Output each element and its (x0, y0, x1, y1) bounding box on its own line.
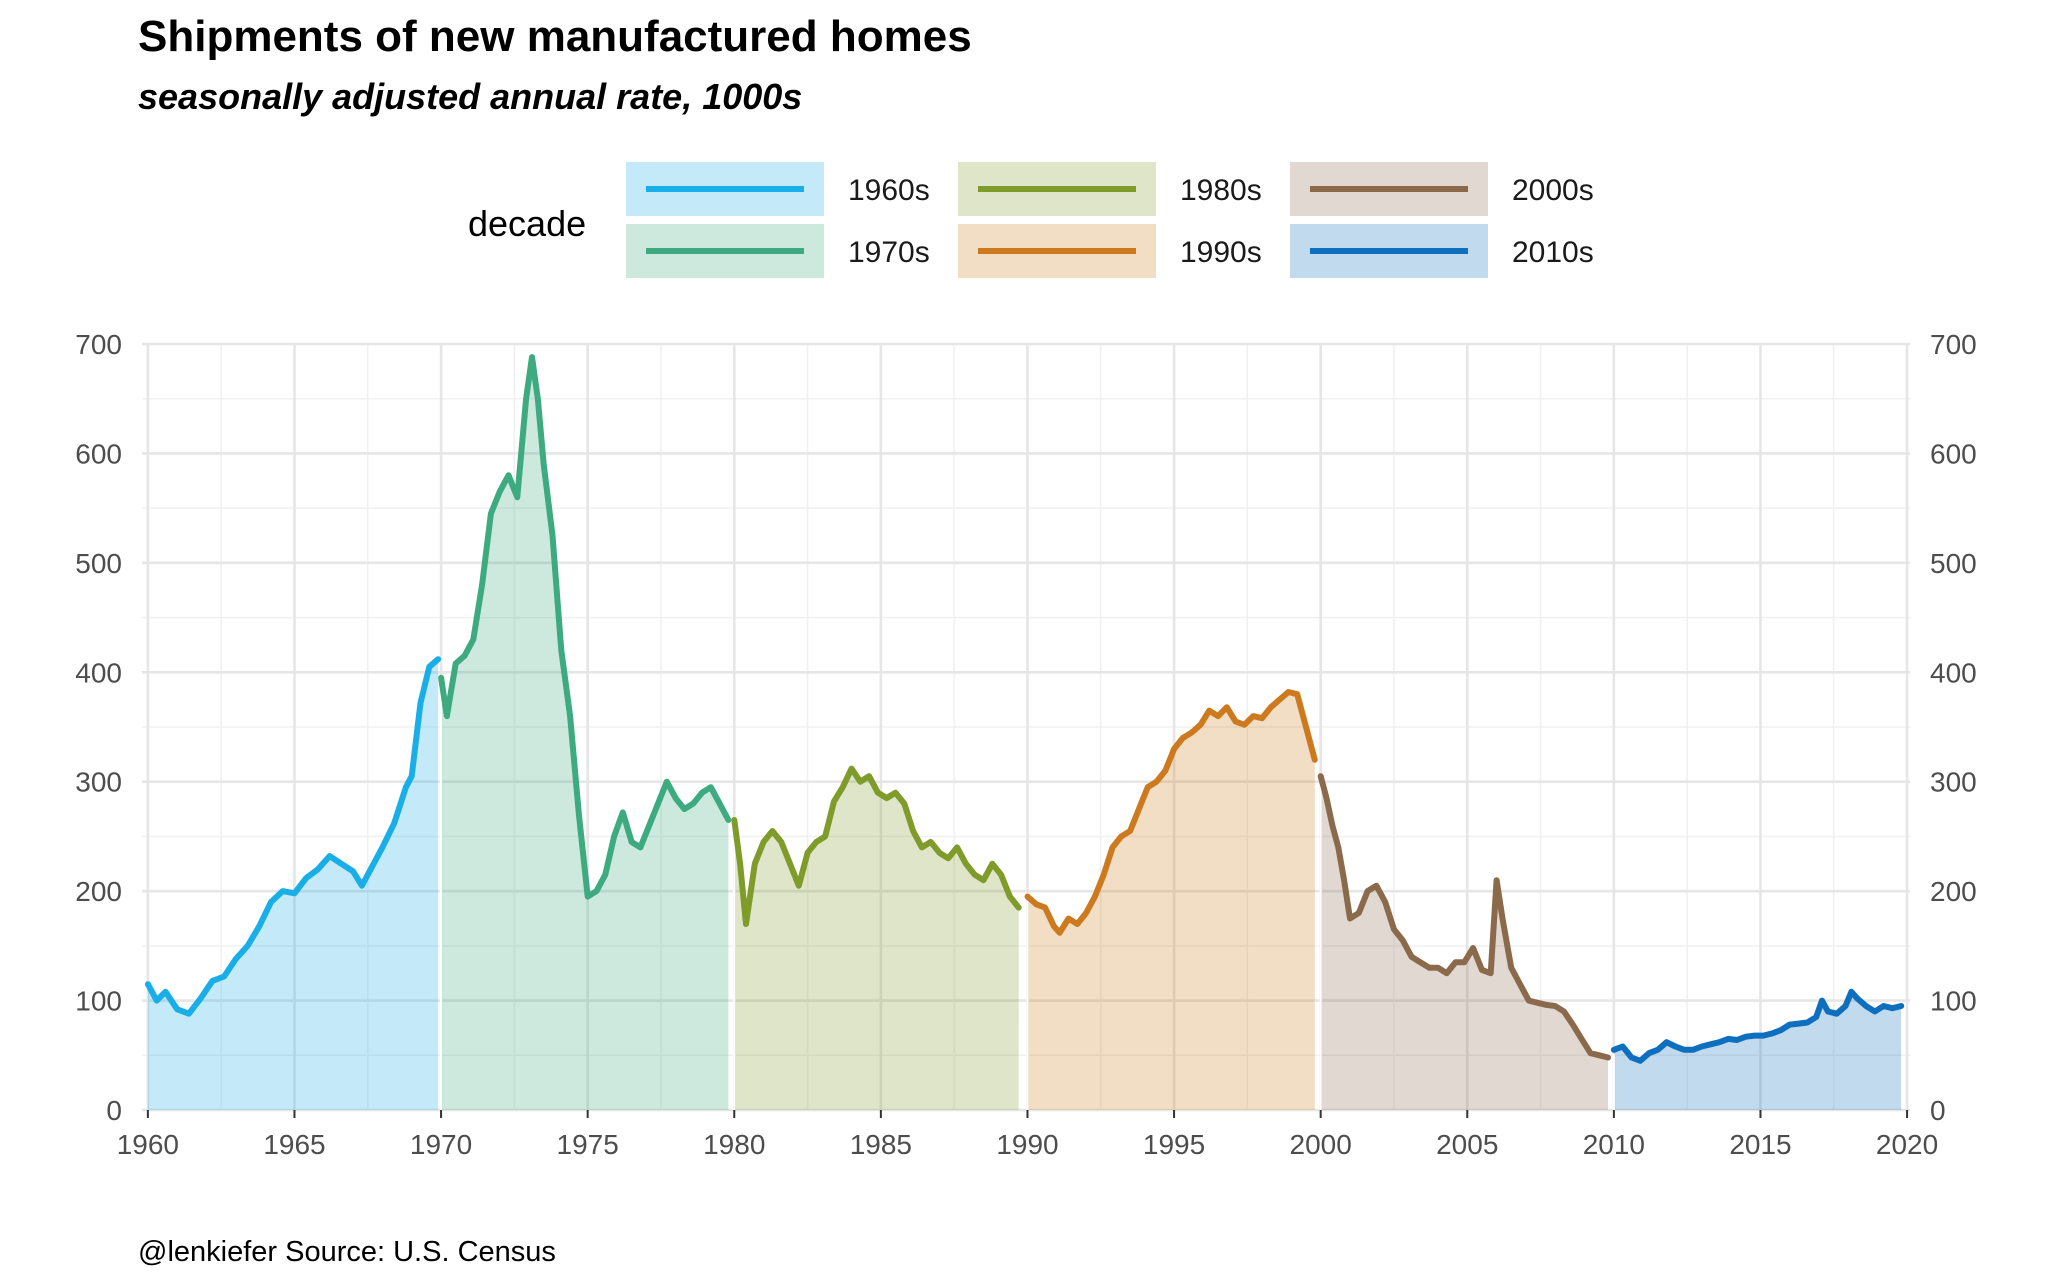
legend-item: 1990s (958, 224, 1262, 278)
y-tick-label-left: 500 (75, 548, 122, 579)
line-2000s (1317, 773, 1611, 1061)
legend-label: 2010s (1512, 236, 1594, 269)
x-tick-label: 2005 (1436, 1129, 1498, 1160)
y-tick-label-right: 100 (1930, 986, 1977, 1017)
x-tick-label: 1975 (557, 1129, 619, 1160)
legend-item: 2010s (1290, 224, 1594, 278)
y-tick-label-left: 600 (75, 438, 122, 469)
grid (142, 342, 1910, 1112)
x-tick-label: 2000 (1290, 1129, 1352, 1160)
y-tick-label-left: 700 (75, 329, 122, 360)
x-tick-label: 1980 (703, 1129, 765, 1160)
decade-boundaries (440, 681, 1615, 1110)
y-tick-label-left: 200 (75, 876, 122, 907)
area-1960s (147, 659, 439, 1110)
area-2000s (1320, 776, 1609, 1110)
y-tick-label-right: 300 (1930, 767, 1977, 798)
line-2010s (1610, 988, 1905, 1064)
y-tick-label-right: 500 (1930, 548, 1977, 579)
area-1970s (441, 357, 729, 1111)
series-lines (144, 354, 1905, 1064)
legend-item: 1980s (958, 162, 1262, 216)
legend-title: decade (468, 203, 586, 244)
x-tick-label: 1960 (117, 1129, 179, 1160)
chart-subtitle: seasonally adjusted annual rate, 1000s (138, 76, 803, 117)
legend-label: 2000s (1512, 174, 1594, 207)
legend: decade 1960s 1970s 1980s 1990s 2000s 2010s (468, 162, 1594, 278)
y-tick-label-right: 700 (1930, 329, 1977, 360)
line-1980s (731, 765, 1022, 927)
x-tick-label: 1990 (996, 1129, 1058, 1160)
axes: 0 0 100 100 200 200 300 300 400 400 500 500 600 600 70… (75, 329, 1976, 1160)
line-1990s (1024, 689, 1318, 936)
area-1990s (1027, 692, 1315, 1110)
line-1960s (144, 656, 442, 1017)
series-areas (147, 357, 1902, 1111)
y-tick-label-left: 300 (75, 767, 122, 798)
y-tick-label-left: 100 (75, 986, 122, 1017)
legend-item: 1960s (626, 162, 930, 216)
legend-item: 2000s (1290, 162, 1594, 216)
y-tick-label-left: 0 (106, 1095, 122, 1126)
legend-label: 1980s (1180, 174, 1262, 207)
y-tick-label-right: 600 (1930, 438, 1977, 469)
y-tick-label-left: 400 (75, 657, 122, 688)
x-tick-label: 2010 (1583, 1129, 1645, 1160)
x-tick-label: 1985 (850, 1129, 912, 1160)
y-tick-label-right: 0 (1930, 1095, 1946, 1126)
y-tick-label-right: 400 (1930, 657, 1977, 688)
x-tick-label: 1995 (1143, 1129, 1205, 1160)
area-1980s (734, 768, 1019, 1110)
y-tick-label-right: 200 (1930, 876, 1977, 907)
x-tick-label: 2015 (1729, 1129, 1791, 1160)
chart-caption: @lenkiefer Source: U.S. Census (138, 1236, 556, 1268)
x-tick-label: 1965 (263, 1129, 325, 1160)
chart-title: Shipments of new manufactured homes (138, 12, 972, 61)
x-tick-label: 2020 (1876, 1129, 1938, 1160)
legend-label: 1960s (848, 174, 930, 207)
legend-label: 1990s (1180, 236, 1262, 269)
x-tick-label: 1970 (410, 1129, 472, 1160)
area-2010s (1613, 991, 1902, 1110)
line-1970s (438, 354, 732, 900)
legend-label: 1970s (848, 236, 930, 269)
legend-item: 1970s (626, 224, 930, 278)
